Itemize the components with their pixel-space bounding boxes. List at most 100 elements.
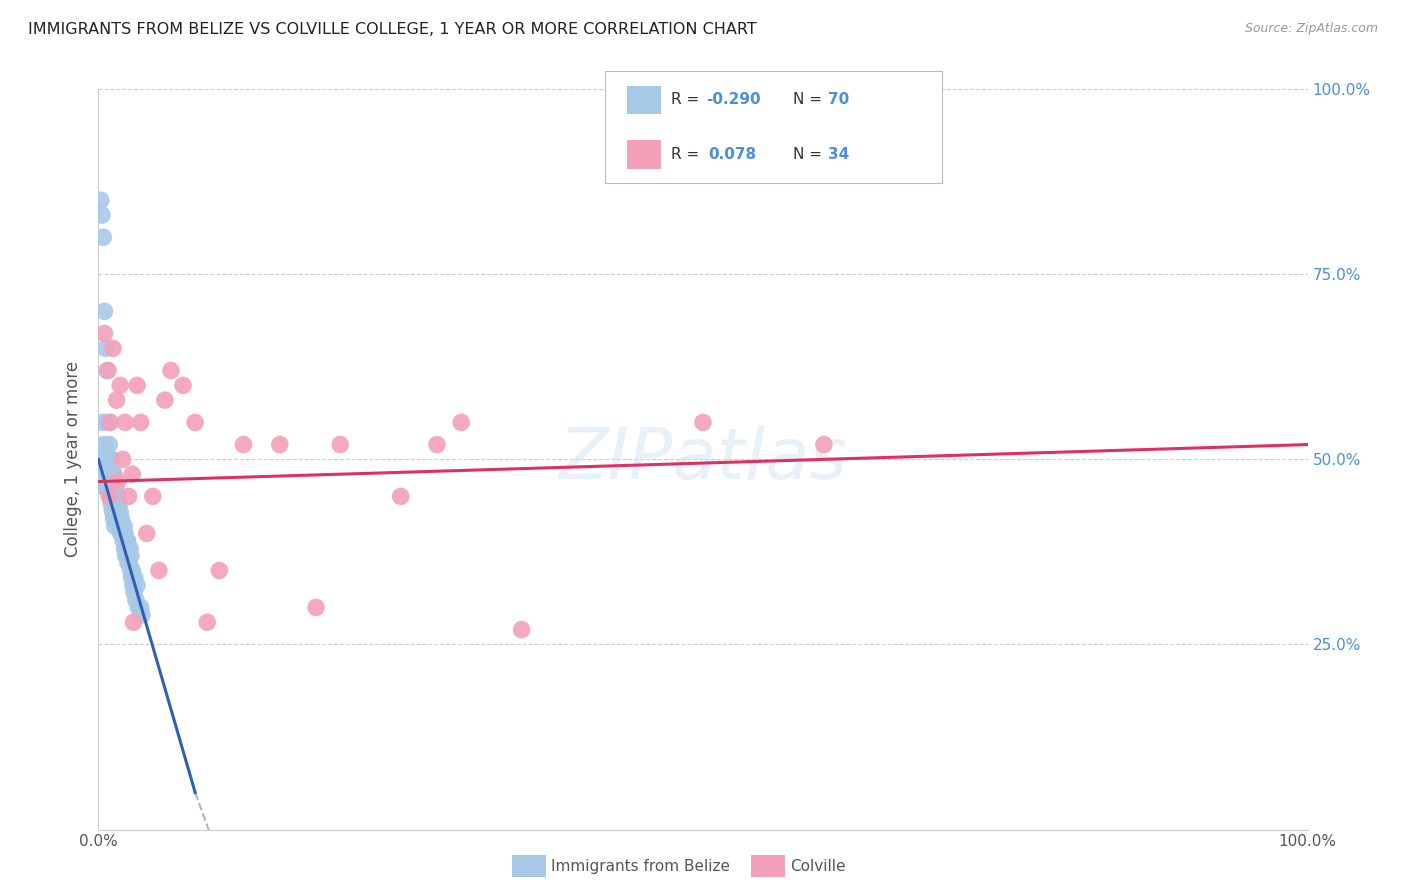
Point — [93, 304, 115, 318]
Text: R =: R = — [671, 147, 709, 161]
Point — [110, 526, 132, 541]
Point — [93, 437, 115, 451]
Y-axis label: College, 1 year or more: College, 1 year or more — [65, 361, 83, 558]
Point — [112, 533, 135, 548]
Point — [117, 556, 139, 570]
Text: ZIPatlas: ZIPatlas — [558, 425, 848, 494]
Point — [153, 393, 176, 408]
Point — [127, 600, 149, 615]
Point — [98, 467, 121, 482]
Point — [118, 489, 141, 503]
Point — [195, 615, 218, 630]
Text: IMMIGRANTS FROM BELIZE VS COLVILLE COLLEGE, 1 YEAR OR MORE CORRELATION CHART: IMMIGRANTS FROM BELIZE VS COLVILLE COLLE… — [28, 22, 756, 37]
Point — [111, 452, 134, 467]
Point — [111, 519, 134, 533]
Point — [135, 526, 157, 541]
Point — [105, 489, 128, 503]
Text: N =: N = — [793, 93, 827, 107]
Point — [105, 393, 128, 408]
Point — [122, 585, 145, 599]
Point — [269, 437, 291, 451]
Point — [450, 415, 472, 429]
Point — [172, 378, 194, 392]
Point — [426, 437, 449, 451]
Point — [160, 363, 183, 377]
Point — [813, 437, 835, 451]
Point — [115, 549, 138, 563]
Point — [98, 489, 121, 503]
Point — [104, 519, 127, 533]
Point — [114, 526, 136, 541]
Point — [121, 564, 143, 578]
Point — [98, 437, 121, 451]
Point — [114, 549, 136, 563]
Point — [305, 600, 328, 615]
Point — [110, 526, 132, 541]
Point — [127, 578, 149, 592]
Point — [110, 511, 132, 525]
Point — [115, 533, 138, 548]
Point — [122, 578, 145, 592]
Point — [108, 378, 131, 392]
Point — [120, 564, 142, 578]
Text: N =: N = — [793, 147, 827, 161]
Point — [124, 571, 146, 585]
Point — [232, 437, 254, 451]
Point — [129, 600, 152, 615]
Point — [120, 549, 142, 563]
Point — [510, 623, 533, 637]
Point — [93, 326, 115, 341]
Point — [96, 482, 118, 496]
Point — [91, 415, 114, 429]
Text: Colville: Colville — [790, 859, 845, 873]
Point — [129, 415, 152, 429]
Point — [121, 571, 143, 585]
Point — [90, 452, 112, 467]
Text: Source: ZipAtlas.com: Source: ZipAtlas.com — [1244, 22, 1378, 36]
Point — [98, 489, 121, 503]
Point — [112, 541, 135, 556]
Point — [108, 504, 131, 518]
Point — [117, 533, 139, 548]
Point — [112, 526, 135, 541]
Point — [107, 511, 129, 525]
Point — [131, 607, 153, 622]
Point — [91, 230, 114, 244]
Point — [107, 475, 129, 489]
Point — [104, 504, 127, 518]
Point — [142, 489, 165, 503]
Text: -0.290: -0.290 — [706, 93, 761, 107]
Point — [94, 341, 117, 355]
Point — [90, 193, 112, 207]
Text: 0.078: 0.078 — [709, 147, 756, 161]
Point — [97, 415, 120, 429]
Point — [91, 208, 114, 222]
Point — [105, 504, 128, 518]
Point — [103, 511, 125, 525]
Point — [208, 564, 231, 578]
Text: 34: 34 — [828, 147, 849, 161]
Point — [184, 415, 207, 429]
Point — [97, 363, 120, 377]
Point — [93, 452, 115, 467]
Point — [692, 415, 714, 429]
Point — [121, 467, 143, 482]
Point — [96, 363, 118, 377]
Text: 70: 70 — [828, 93, 849, 107]
Point — [107, 489, 129, 503]
Point — [115, 533, 138, 548]
Text: Immigrants from Belize: Immigrants from Belize — [551, 859, 730, 873]
Point — [101, 341, 124, 355]
Point — [101, 504, 124, 518]
Point — [100, 452, 122, 467]
Point — [104, 489, 127, 503]
Point — [120, 541, 142, 556]
Point — [100, 415, 122, 429]
Point — [389, 489, 412, 503]
Point — [107, 511, 129, 525]
Point — [122, 615, 145, 630]
Point — [108, 519, 131, 533]
Point — [96, 482, 118, 496]
Point — [100, 452, 122, 467]
Point — [148, 564, 170, 578]
